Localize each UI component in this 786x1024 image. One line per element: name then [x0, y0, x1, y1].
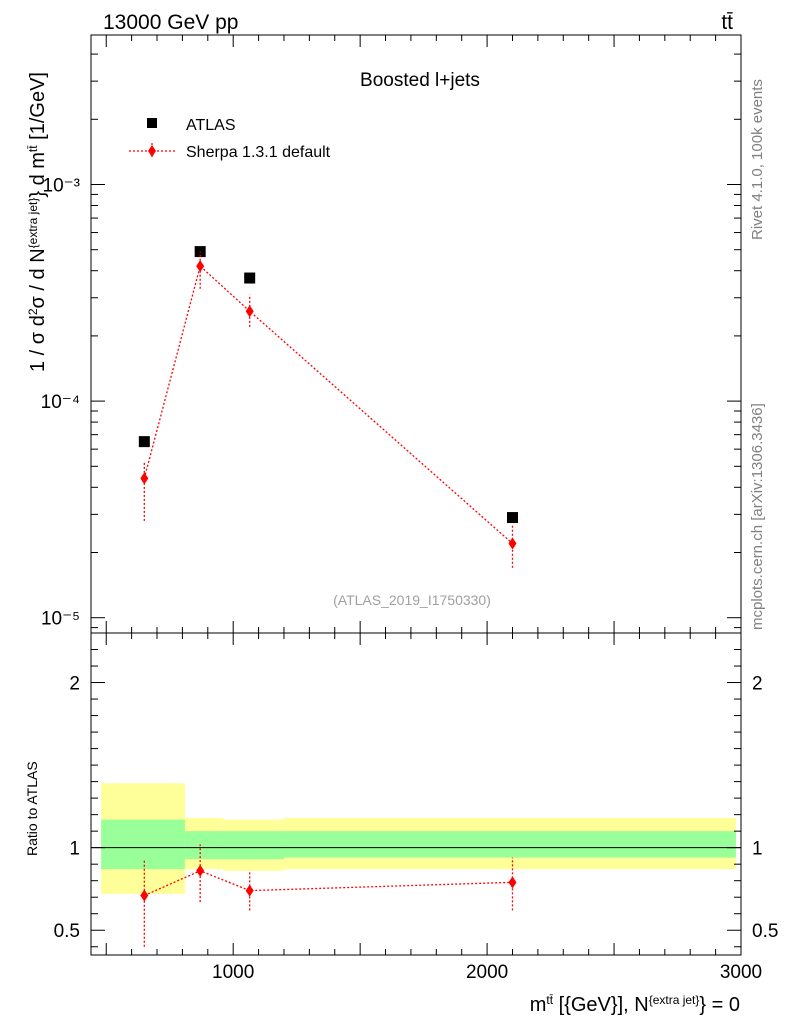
legend-sherpa-label: Sherpa 1.3.1 default — [186, 144, 331, 161]
atlas-point — [244, 272, 256, 284]
rivet-label: Rivet 4.1.0, 100k events — [749, 79, 766, 240]
ratio-panel: 1000 2000 3000 0.5 0.5 1 1 2 2 — [54, 621, 778, 983]
sherpa-ratio-point — [245, 884, 254, 897]
ratio-y-tick-label-left: 2 — [69, 674, 80, 695]
legend-sherpa-marker — [148, 145, 156, 157]
ratio-y-tick-label-right: 1 — [752, 839, 763, 860]
ratio-band-green — [184, 831, 224, 860]
sherpa-main-point — [245, 305, 254, 318]
sherpa-main-point — [508, 537, 517, 550]
x-tick-label: 2000 — [466, 962, 508, 983]
y-tick-label: 10⁻⁵ — [41, 609, 80, 630]
y-tick-label: 10⁻³ — [43, 176, 81, 197]
legend-atlas-marker — [147, 118, 157, 128]
legend-atlas-label: ATLAS — [186, 117, 236, 134]
legend: ATLAS Sherpa 1.3.1 default — [129, 117, 331, 161]
mcplots-label: mcplots.cern.ch [arXiv:1306.3436] — [749, 403, 766, 630]
ratio-frame — [90, 632, 742, 956]
atlas-point — [138, 436, 150, 448]
header-left: 13000 GeV pp — [103, 11, 238, 34]
plot-title: Boosted l+jets — [360, 70, 480, 91]
ratio-bands — [101, 783, 736, 894]
sherpa-main-line — [143, 264, 513, 545]
ratio-y-tick-label-right: 2 — [752, 674, 763, 695]
ratio-y-tick-label-right: 0.5 — [752, 921, 778, 942]
ratio-y-tick-label-left: 0.5 — [54, 921, 80, 942]
header-right: tt̄ — [721, 11, 733, 34]
ratio-band-green — [223, 831, 284, 860]
sherpa-ratio-point — [140, 889, 149, 902]
x-tick-label: 3000 — [720, 962, 762, 983]
ratio-band-green — [283, 831, 736, 858]
data-marks — [138, 246, 518, 947]
main-panel: 10⁻⁵ 10⁻⁴ 10⁻³ — [41, 34, 742, 634]
sherpa-main-point — [196, 260, 205, 273]
sherpa-main-point — [140, 472, 149, 485]
y-tick-label: 10⁻⁴ — [41, 392, 80, 413]
analysis-watermark: (ATLAS_2019_I1750330) — [333, 592, 491, 608]
x-tick-label: 1000 — [212, 962, 254, 983]
atlas-point — [506, 512, 518, 524]
sherpa-ratio-line — [144, 870, 513, 897]
ratio-ylabel: Ratio to ATLAS — [24, 761, 40, 856]
ratio-band-green — [101, 819, 185, 870]
sherpa-ratio-point — [196, 864, 205, 877]
main-ylabel: 1 / σ d2σ / d N{extra jet}} d mtt̄ [1/Ge… — [26, 72, 49, 372]
ratio-xlabel: mtt̄ [{GeV}], N{extra jet}} = 0 — [530, 993, 740, 1016]
ratio-y-tick-label-left: 1 — [69, 839, 80, 860]
sherpa-ratio-point — [508, 876, 517, 889]
